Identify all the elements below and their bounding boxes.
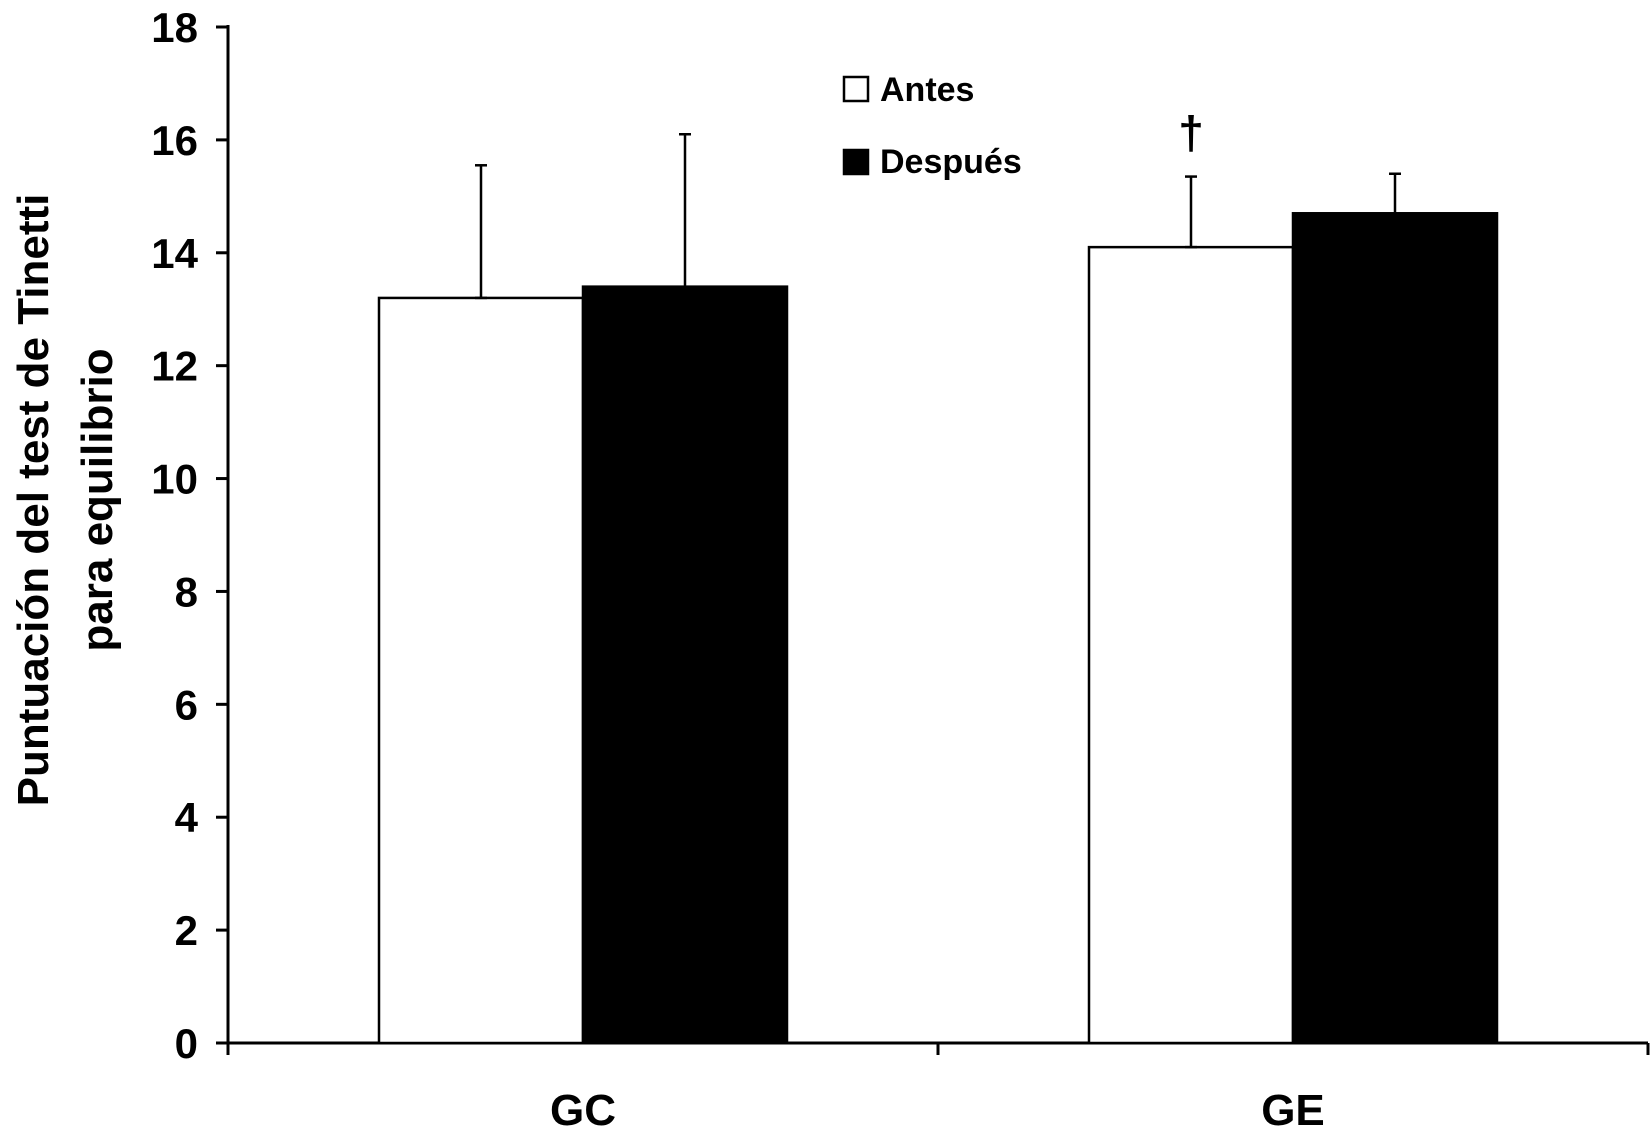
y-tick-label: 2	[175, 907, 198, 954]
y-tick-label: 0	[175, 1020, 198, 1067]
y-axis-title-line-2: para equilibrio	[73, 348, 122, 651]
y-tick-label: 18	[151, 4, 198, 51]
legend-label-antes: Antes	[880, 71, 974, 109]
y-axis-title: Puntuación del test de Tinetti para equi…	[9, 194, 122, 807]
bar-ge-despues	[1291, 212, 1499, 1045]
bar-ge-antes	[1087, 245, 1295, 1045]
y-tick-label: 12	[151, 343, 198, 390]
bar-gc-despues	[581, 285, 789, 1045]
y-axis-title-line-1: Puntuación del test de Tinetti	[9, 194, 58, 807]
y-tick-label: 10	[151, 456, 198, 503]
y-tick-label: 16	[151, 117, 198, 164]
y-tick-label: 14	[151, 230, 198, 277]
significance-marker: †	[1178, 107, 1204, 159]
y-tick-label: 8	[175, 568, 198, 615]
legend-swatch-antes	[842, 75, 870, 103]
y-tick-label: 6	[175, 681, 198, 728]
legend-swatch-despues	[842, 148, 870, 176]
legend-label-despues: Después	[880, 143, 1022, 181]
x-tick-label: GE	[1261, 1086, 1325, 1135]
y-tick-label: 4	[175, 794, 199, 841]
x-tick-label: GC	[550, 1086, 616, 1135]
legend: Antes Después	[842, 71, 1022, 181]
bar-gc-antes	[377, 296, 585, 1045]
plot-area: 0 2 4 6 8 10 12 14 16 18 GC GE †	[151, 4, 1650, 1135]
